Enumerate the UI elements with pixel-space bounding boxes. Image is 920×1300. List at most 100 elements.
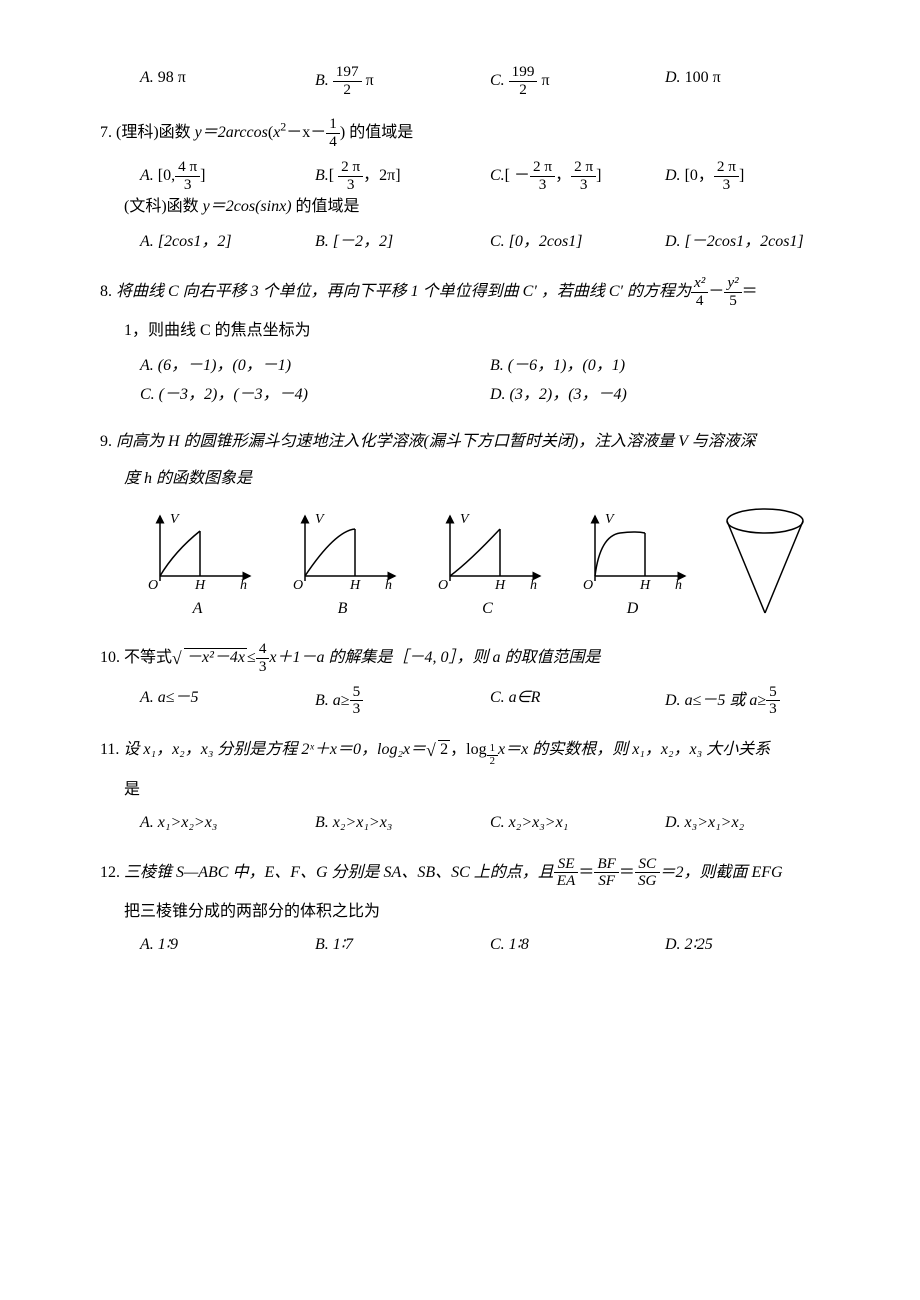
frac-den: 3 bbox=[714, 177, 739, 194]
p2: x＋1－a 的解集是［－4, 0］，则 a 的取值范围是 bbox=[269, 649, 600, 666]
question-10: 10. 不等式－x²－4x≤43x＋1－a 的解集是［－4, 0］，则 a 的取… bbox=[100, 641, 840, 718]
stem-p2: 1，则曲线 C 的焦点坐标为 bbox=[124, 317, 840, 346]
frac-num: 2 π bbox=[714, 159, 739, 177]
q7-sub-opt-c: C. [0，2cos1] bbox=[490, 228, 665, 257]
q-number: 11. bbox=[100, 741, 119, 758]
frac-den: 4 bbox=[326, 134, 340, 151]
frac-num: 2 π bbox=[530, 159, 555, 177]
stem-prefix: (理科)函数 bbox=[116, 124, 195, 141]
q6-opt-c: C. 199 2 π bbox=[490, 64, 665, 98]
fraction: 12 bbox=[487, 743, 498, 768]
stem-p1: 将曲线 C 向右平移 3 个单位，再向下平移 1 个单位得到曲 C′ ，若曲线 … bbox=[116, 283, 691, 300]
frac-num: 4 π bbox=[175, 159, 200, 177]
q10-opt-b: B. a≥53 bbox=[315, 684, 490, 718]
frac-den: 3 bbox=[175, 177, 200, 194]
eq2: ＝ bbox=[619, 864, 635, 881]
question-11: 11. 设 x₁，x₂，x₃ 分别是方程 2ˣ＋x＝0，log₂x＝2，log1… bbox=[100, 736, 840, 837]
q7-opt-c: C.[ －2 π3，2 π3] bbox=[490, 159, 665, 193]
radicand: －x²－4x bbox=[184, 648, 247, 666]
fraction: 53 bbox=[766, 684, 780, 718]
graph-c-label: C bbox=[430, 595, 545, 624]
q8-opt-a: A. (6，－1)，(0，－1) bbox=[140, 352, 490, 381]
axis-H: H bbox=[194, 578, 206, 591]
q7-options: A. [0,4 π3] B.[ 2 π3，2π] C.[ －2 π3，2 π3]… bbox=[140, 159, 840, 193]
frac-num: SC bbox=[635, 856, 660, 874]
question-9: 9. 向高为 H 的圆锥形漏斗匀速地注入化学溶液(漏斗下方口暂时关闭)，注入溶液… bbox=[100, 428, 840, 624]
opt-label: C. bbox=[490, 167, 505, 184]
axis-h: h bbox=[530, 578, 537, 591]
frac-num: 5 bbox=[766, 684, 780, 702]
q10-stem: 10. 不等式－x²－4x≤43x＋1－a 的解集是［－4, 0］，则 a 的取… bbox=[100, 641, 840, 675]
axis-h: h bbox=[385, 578, 392, 591]
open: [ bbox=[329, 167, 338, 184]
q6-opt-d: D. 100 π bbox=[665, 64, 840, 98]
fraction: 43 bbox=[256, 641, 270, 675]
frac-den: EA bbox=[554, 873, 579, 890]
q9-stem-l1: 9. 向高为 H 的圆锥形漏斗匀速地注入化学溶液(漏斗下方口暂时关闭)，注入溶液… bbox=[100, 428, 840, 457]
axis-h: h bbox=[240, 578, 247, 591]
q12-opt-d: D. 2∶25 bbox=[665, 931, 840, 960]
fraction: 199 2 bbox=[509, 64, 538, 98]
frac-den: 2 bbox=[487, 756, 498, 768]
opt-label: B. bbox=[315, 692, 329, 709]
frac-den: 3 bbox=[338, 177, 363, 194]
question-12: 12. 三棱锥 S—ABC 中，E、F、G 分别是 SA、SB、SC 上的点，且… bbox=[100, 856, 840, 960]
q8-opt-b: B. (－6，1)，(0，1) bbox=[490, 352, 840, 381]
question-8: 8. 将曲线 C 向右平移 3 个单位，再向下平移 1 个单位得到曲 C′ ，若… bbox=[100, 275, 840, 410]
axis-H: H bbox=[639, 578, 651, 591]
q12-opt-b: B. 1∶7 bbox=[315, 931, 490, 960]
fraction: x²4 bbox=[691, 275, 708, 309]
q11-stem: 11. 设 x₁，x₂，x₃ 分别是方程 2ˣ＋x＝0，log₂x＝2，log1… bbox=[100, 736, 840, 768]
frac-den: SG bbox=[635, 873, 660, 890]
frac-num: 5 bbox=[350, 684, 364, 702]
frac-den: 3 bbox=[350, 701, 364, 718]
frac-den: 3 bbox=[571, 177, 596, 194]
q8-options: A. (6，－1)，(0，－1) B. (－6，1)，(0，1) C. (－3，… bbox=[140, 352, 840, 410]
arg-close: ) bbox=[340, 124, 345, 141]
frac-den: 2 bbox=[509, 82, 538, 99]
sub-prefix: (文科)函数 bbox=[124, 198, 203, 215]
opt-label: B. bbox=[315, 72, 329, 89]
fraction: 53 bbox=[350, 684, 364, 718]
frac-den: 3 bbox=[256, 659, 270, 676]
q9-graph-d: V O H h D bbox=[575, 511, 690, 624]
minus: －x－ bbox=[286, 124, 326, 141]
frac-num: x² bbox=[691, 275, 708, 293]
frac-den: 3 bbox=[530, 177, 555, 194]
q9-diagrams: V O H h A V O H h B bbox=[140, 503, 840, 623]
p3: x＝x 的实数根，则 x₁，x₂，x₃ 大小关系 bbox=[498, 741, 770, 758]
stem-suffix: 的值域是 bbox=[349, 124, 413, 141]
opt-label: D. bbox=[665, 167, 681, 184]
q6-opt-a: A. 98 π bbox=[140, 64, 315, 98]
frac-den: 2 bbox=[333, 82, 362, 99]
fraction: 2 π3 bbox=[338, 159, 363, 193]
q-number: 9. bbox=[100, 433, 112, 450]
suf: ，2π] bbox=[363, 167, 400, 184]
q7-sub-opt-a: A. [2cos1，2] bbox=[140, 228, 315, 257]
frac-num: y² bbox=[724, 275, 741, 293]
frac-den: SF bbox=[594, 873, 619, 890]
axis-o: O bbox=[293, 578, 303, 591]
fraction: 14 bbox=[326, 116, 340, 150]
q-number: 12. bbox=[100, 864, 120, 881]
opt-label: D. bbox=[665, 69, 681, 86]
frac-num: 2 π bbox=[571, 159, 596, 177]
frac-num: BF bbox=[594, 856, 619, 874]
fraction: 4 π3 bbox=[175, 159, 200, 193]
fraction: 197 2 bbox=[333, 64, 362, 98]
opt-suf: π bbox=[537, 72, 549, 89]
axis-v: V bbox=[170, 512, 180, 527]
frac-num: 197 bbox=[333, 64, 362, 82]
fraction: 2 π3 bbox=[571, 159, 596, 193]
axis-H: H bbox=[349, 578, 361, 591]
open: [0, bbox=[154, 167, 175, 184]
close: ] bbox=[739, 167, 744, 184]
q10-opt-c: C. a∈R bbox=[490, 684, 665, 718]
q12-opt-c: C. 1∶8 bbox=[490, 931, 665, 960]
fraction: y²5 bbox=[724, 275, 741, 309]
q11-opt-d: D. x₃>x₁>x₂ bbox=[665, 809, 840, 838]
graph-a-svg: V O H h bbox=[140, 511, 255, 591]
q8-stem: 8. 将曲线 C 向右平移 3 个单位，再向下平移 1 个单位得到曲 C′ ，若… bbox=[100, 275, 840, 309]
stem-fn: y＝2arccos bbox=[195, 124, 268, 141]
q11-opt-b: B. x₂>x₁>x₃ bbox=[315, 809, 490, 838]
